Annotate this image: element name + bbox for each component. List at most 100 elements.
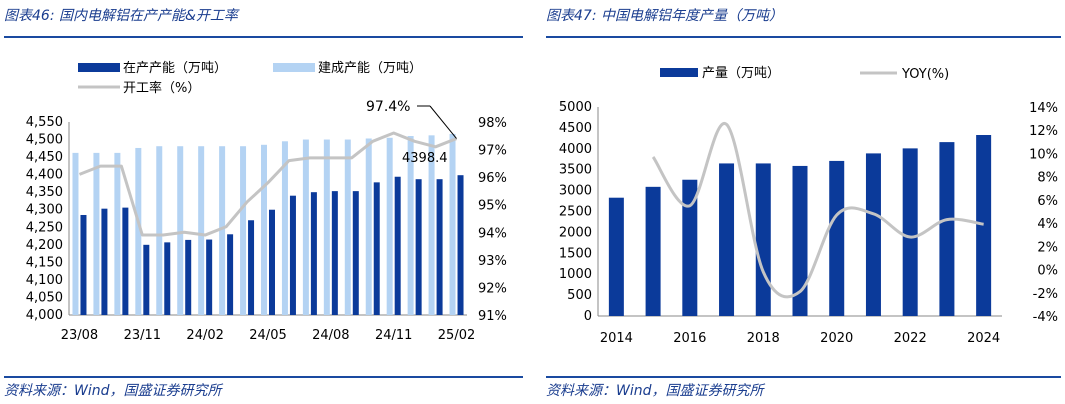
operating-capacity-bar <box>206 239 213 315</box>
right-x-tick-label: 2018 <box>747 331 780 346</box>
built-capacity-bar <box>114 152 121 315</box>
left-x-tick-label: 24/02 <box>186 328 223 343</box>
operating-capacity-bar <box>185 239 192 315</box>
operating-capacity-bar <box>269 209 275 315</box>
output-bar <box>755 163 771 316</box>
right-chart-right-tick-label: 12% <box>1029 124 1058 139</box>
built-capacity-bar <box>407 136 414 315</box>
operating-capacity-bar <box>143 244 150 315</box>
built-capacity-bar <box>135 147 142 315</box>
right-chart-right-tick-label: 6% <box>1037 194 1058 209</box>
left-x-tick-label: 24/11 <box>375 328 412 343</box>
right-chart-right-tick-label: -4% <box>1033 310 1058 325</box>
operating-capacity-bar <box>227 234 234 315</box>
left-chart-title: 图表46: 国内电解铝在产产能&开工率 <box>4 8 238 24</box>
right-chart-left-tick-label: 5000 <box>559 100 592 115</box>
operating-capacity-bar <box>415 179 422 315</box>
left-source-note: 资料来源：Wind，国盛证券研究所 <box>4 383 222 399</box>
right-chart-left-tick-label: 4000 <box>559 142 592 157</box>
legend-output-label: 产量（万吨） <box>702 66 780 81</box>
operating-capacity-bar <box>248 220 255 315</box>
operating-capacity-bar <box>310 192 317 315</box>
left-y-tick-label: 4,350 <box>26 185 63 200</box>
output-bar <box>939 142 955 316</box>
output-bar <box>682 179 698 316</box>
right-y-tick-label: 95% <box>478 199 507 214</box>
output-bar <box>719 163 735 316</box>
right-chart-left-tick-label: 1000 <box>559 267 592 282</box>
operating-capacity-bar <box>373 182 380 315</box>
built-capacity-bar <box>323 139 330 315</box>
left-x-tick-label: 24/05 <box>249 328 286 343</box>
legend-built-swatch <box>273 63 315 72</box>
left-x-tick-label: 23/11 <box>124 328 161 343</box>
right-x-tick-label: 2022 <box>894 331 927 346</box>
right-y-tick-label: 93% <box>478 254 507 269</box>
operating-capacity-bar <box>122 207 129 315</box>
right-y-tick-label: 97% <box>478 144 507 159</box>
left-y-tick-label: 4,250 <box>26 220 63 235</box>
built-capacity-bar <box>386 137 393 315</box>
legend-utilization-label: 开工率（%） <box>123 80 200 96</box>
left-y-tick-label: 4,550 <box>26 115 63 130</box>
legend-built-label: 建成产能（万吨） <box>318 61 422 76</box>
callout-leader-diagonal <box>429 105 457 139</box>
left-bottom-rule <box>4 376 523 378</box>
right-chart-left-tick-label: 3000 <box>559 184 592 199</box>
legend-operating-label: 在产产能（万吨） <box>123 61 227 76</box>
right-y-tick-label: 98% <box>478 116 507 131</box>
left-y-tick-label: 4,500 <box>26 133 63 148</box>
output-bar <box>865 153 881 316</box>
output-bar <box>608 197 624 316</box>
left-y-tick-label: 4,000 <box>26 308 63 323</box>
operating-capacity-bar <box>80 214 87 315</box>
built-capacity-bar <box>281 141 288 315</box>
operating-capacity-bar <box>457 175 464 315</box>
built-capacity-bar <box>449 133 456 315</box>
output-bar <box>829 160 845 316</box>
left-y-tick-label: 4,400 <box>26 168 63 183</box>
operating-capacity-bar <box>394 176 401 315</box>
left-y-tick-label: 4,150 <box>26 255 63 270</box>
right-top-rule <box>546 36 1061 38</box>
operating-capacity-bar <box>352 191 359 315</box>
built-capacity-bar <box>261 144 267 315</box>
left-y-tick-label: 4,450 <box>26 150 63 165</box>
right-y-tick-label: 92% <box>478 281 507 296</box>
left-x-tick-label: 23/08 <box>61 328 98 343</box>
right-chart-right-tick-label: 10% <box>1029 147 1058 162</box>
right-x-tick-label: 2024 <box>967 331 1000 346</box>
built-capacity-bar <box>177 146 184 315</box>
right-x-tick-label: 2020 <box>820 331 853 346</box>
left-top-rule <box>4 36 523 38</box>
yoy-growth-line <box>651 122 984 299</box>
right-chart-right-tick-label: 8% <box>1037 171 1058 186</box>
built-capacity-bar <box>365 138 372 315</box>
output-bar <box>645 186 661 316</box>
right-chart-right-tick-label: 2% <box>1037 240 1058 255</box>
built-capacity-bar <box>156 146 163 315</box>
operating-capacity-bar <box>331 191 338 315</box>
operating-capacity-bar <box>164 242 171 315</box>
built-capacity-bar <box>344 139 351 315</box>
right-chart-right-tick-label: 14% <box>1029 101 1058 116</box>
left-y-tick-label: 4,200 <box>26 238 63 253</box>
right-chart-left-tick-label: 0 <box>584 309 592 324</box>
legend-operating-swatch <box>78 63 120 72</box>
output-bar <box>976 135 992 316</box>
right-y-tick-label: 96% <box>478 171 507 186</box>
utilization-rate-line <box>78 131 458 237</box>
built-capacity-bar <box>72 152 79 315</box>
left-y-tick-label: 4,300 <box>26 203 63 218</box>
utilization-callout-label: 97.4% <box>366 99 410 115</box>
right-chart-left-tick-label: 2000 <box>559 225 592 240</box>
right-source-note: 资料来源：Wind，国盛证券研究所 <box>546 383 764 399</box>
right-x-tick-label: 2016 <box>673 331 706 346</box>
built-capacity-bar <box>198 146 205 315</box>
right-chart-right-tick-label: -2% <box>1033 287 1058 302</box>
operating-capacity-bar <box>289 195 296 315</box>
built-capacity-bar <box>93 152 100 315</box>
legend-output-swatch <box>660 68 698 77</box>
right-chart-right-tick-label: 4% <box>1037 217 1058 232</box>
